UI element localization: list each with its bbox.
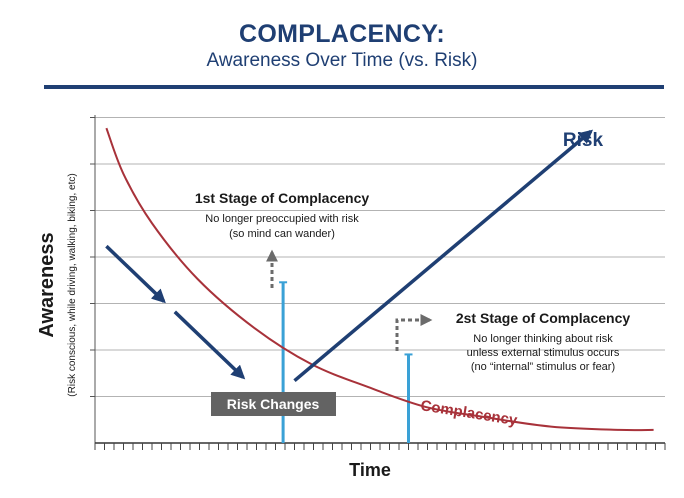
x-axis-ticks [94,443,666,450]
gridlines [90,117,665,397]
stage2-title: 2st Stage of Complacency [456,310,630,326]
title-divider [44,85,664,89]
risk-changes-badge [211,392,336,416]
page-subtitle: Awareness Over Time (vs. Risk) [206,50,478,71]
risk-changes-label: Risk Changes [227,396,320,412]
series-lines [105,127,654,432]
stage-markers [279,281,413,443]
y-axis-label: Awareness [36,232,58,337]
complacency-label: Complacency [419,397,519,429]
stage2-line1: No longer thinking about risk [473,333,613,345]
complacency-curve [105,127,654,432]
stage2-line2: unless external stimulus occurs [467,347,620,359]
stage2-arrow [395,314,433,351]
stage1-line1: No longer preoccupied with risk [205,213,359,225]
page-title: COMPLACENCY: [239,20,445,48]
stage1-line2: (so mind can wander) [229,228,335,240]
stage1-title: 1st Stage of Complacency [195,190,369,206]
risk-change-arrow-segment [173,310,246,380]
risk-change-arrow-segment [105,244,166,304]
x-axis-label: Time [349,460,391,480]
stage2-line3: (no “internal” stimulus or fear) [471,361,615,373]
risk-arrow [293,129,594,383]
y-axis-sublabel: (Risk conscious, while driving, walking,… [67,173,78,396]
risk-label: Risk [563,130,604,151]
